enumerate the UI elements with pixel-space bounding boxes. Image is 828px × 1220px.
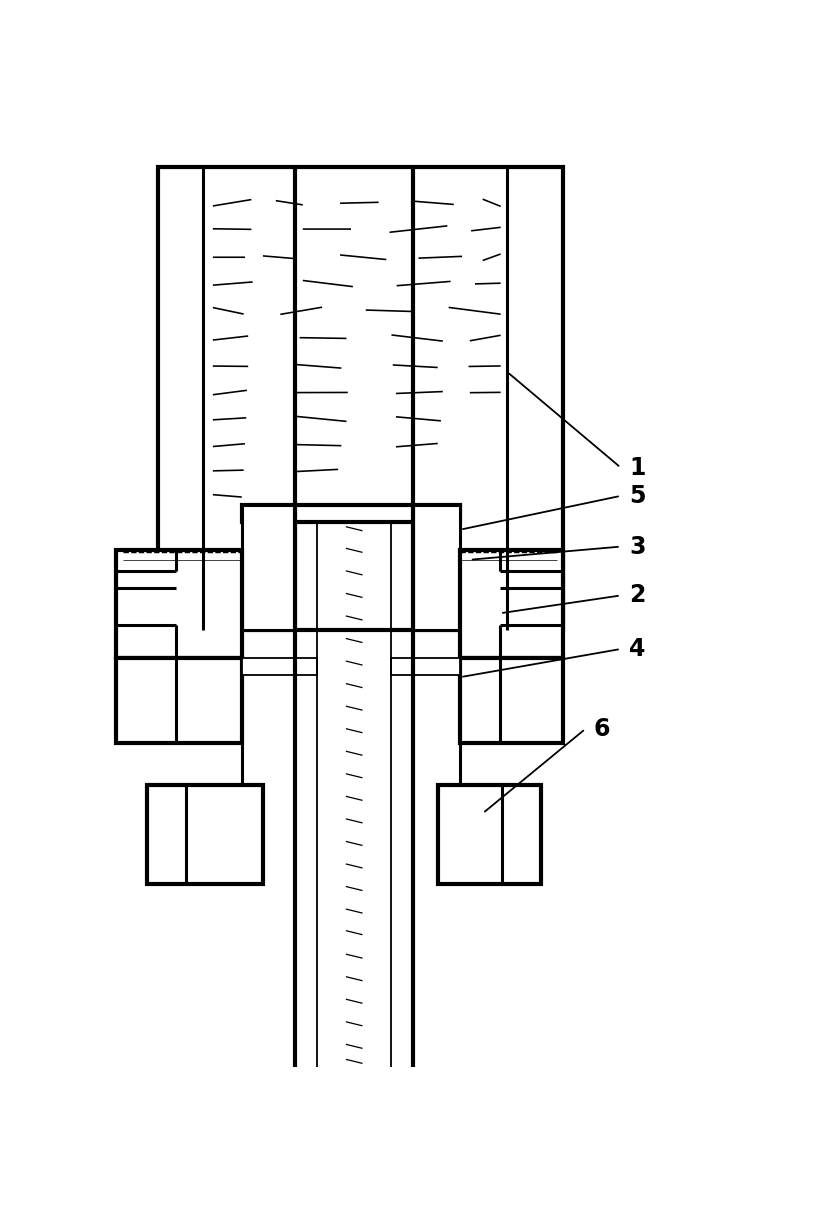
Bar [158, 167, 562, 631]
Text: 2: 2 [628, 583, 645, 608]
Bar [437, 786, 540, 883]
Bar [391, 659, 460, 676]
Bar [116, 659, 242, 743]
Bar [242, 659, 316, 676]
Bar [413, 505, 460, 631]
Text: 4: 4 [628, 637, 645, 661]
Bar [116, 550, 242, 659]
Bar [242, 505, 460, 522]
Text: 3: 3 [628, 534, 645, 559]
Text: 5: 5 [628, 484, 645, 508]
Bar [147, 786, 262, 883]
Text: 6: 6 [593, 717, 609, 741]
Text: 1: 1 [628, 456, 645, 479]
Bar [460, 550, 562, 659]
Bar [460, 659, 562, 743]
Bar [242, 505, 295, 631]
